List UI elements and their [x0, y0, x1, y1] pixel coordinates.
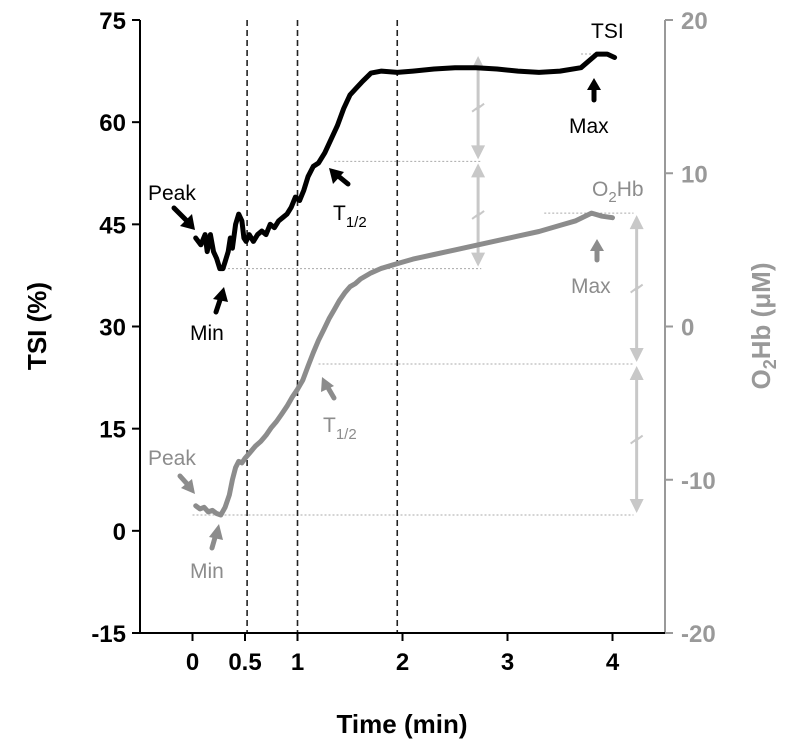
arrow-head-up [471, 163, 486, 178]
phase-dashed-lines [246, 20, 399, 633]
y-left-tick-label: 60 [99, 110, 126, 137]
y-left-tick-label: 75 [99, 8, 126, 35]
x-tick-label: 1 [291, 649, 304, 676]
tsi-series-line [193, 51, 618, 272]
arrow-head-down [471, 145, 486, 160]
o2hb-series-label: O2Hb [592, 178, 644, 206]
y-right-tick-label: 10 [681, 161, 708, 188]
o2hb-min-label: Min [190, 560, 224, 583]
x-tick-label: 0.5 [228, 649, 261, 676]
y-left-tick-label: 15 [99, 417, 126, 444]
o2hb-series-line [193, 210, 615, 518]
x-axis-title: Time (min) [337, 709, 468, 739]
tsi-lower-double-arrow-icon [471, 163, 486, 267]
tsi-min-label: Min [190, 322, 224, 345]
o2hb-max-label: Max [571, 275, 611, 298]
tsi-peak-label: Peak [148, 182, 196, 205]
tsi-peak-arrow-icon [171, 205, 195, 230]
axis-ticks: -15 0 15 30 45 60 75 -20 -10 0 10 20 0 0.5 1 2 3 4 [91, 8, 715, 676]
x-tick-label: 4 [606, 649, 620, 676]
y-left-tick-label: -15 [91, 621, 126, 648]
o2hb-max-arrow-icon [590, 239, 604, 263]
y-right-tick-label: -20 [681, 621, 716, 648]
tsi-max-arrow-icon [587, 78, 601, 103]
o2hb-half-arrow-icon [321, 377, 337, 401]
tsi-series-label: TSI [591, 20, 624, 43]
break-mark-icon [630, 283, 644, 294]
o2hb-lower-double-arrow-icon [629, 366, 644, 513]
y-left-tick-label: 30 [99, 315, 126, 342]
tsi-half-label: T1/2 [333, 202, 367, 231]
y-right-tick-label: -10 [681, 468, 716, 495]
y-axis-left-title: TSI (%) [22, 282, 52, 370]
o2hb-min-arrow-icon [209, 524, 223, 551]
o2hb-peak-label: Peak [148, 447, 196, 470]
arrow-head-down [629, 498, 644, 513]
series-lines [193, 51, 618, 518]
y-axis-right-title: O2Hb (μM) [746, 262, 780, 389]
break-mark-icon [630, 434, 644, 445]
tsi-half-arrow-icon [329, 168, 351, 187]
arrow-head-down [471, 252, 486, 267]
arrow-head-up [629, 215, 644, 230]
x-tick-label: 3 [501, 649, 514, 676]
y-right-tick-label: 20 [681, 8, 708, 35]
o2hb-peak-arrow-icon [177, 473, 195, 494]
tsi-upper-double-arrow-icon [471, 56, 486, 160]
y-left-tick-label: 0 [113, 519, 126, 546]
o2hb-upper-double-arrow-icon [629, 215, 644, 363]
arrow-head-down [629, 348, 644, 363]
o2hb-half-label: T1/2 [323, 414, 357, 443]
tsi-min-arrow-icon [213, 287, 228, 315]
y-right-tick-label: 0 [681, 315, 694, 342]
break-mark-icon [471, 210, 485, 220]
break-mark-icon [471, 102, 485, 113]
y-left-tick-label: 45 [99, 212, 126, 239]
double-arrows [471, 56, 644, 513]
x-tick-label: 0 [186, 649, 199, 676]
arrow-head-up [629, 366, 644, 381]
tsi-max-label: Max [569, 115, 609, 138]
x-tick-label: 2 [396, 649, 409, 676]
